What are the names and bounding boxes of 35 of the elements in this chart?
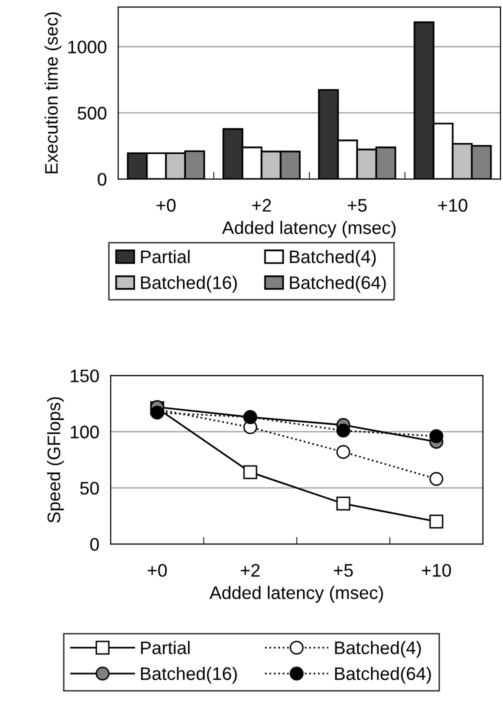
x-tick-label: +5 — [334, 564, 353, 577]
y-tick-label: 0 — [98, 172, 106, 186]
y-axis-title: Execution time (sec) — [44, 12, 62, 174]
point — [429, 514, 444, 529]
point — [429, 429, 444, 444]
legend-label: Batched(4) — [290, 250, 376, 267]
x-axis-title: Added latency (msec) — [222, 220, 396, 238]
legend-label: Batched(64) — [335, 666, 431, 684]
y-tick-label: 100 — [70, 426, 99, 438]
point — [336, 496, 350, 511]
y-tick-label: 500 — [78, 106, 106, 120]
x-axis-title: Added latency (msec) — [210, 586, 383, 603]
x-tick-label: +2 — [252, 198, 271, 212]
legend-label: Partial — [141, 640, 190, 654]
x-tick-label: +2 — [240, 564, 260, 577]
point — [336, 424, 350, 438]
x-tick-label: +0 — [156, 198, 176, 212]
y-tick-label: 1000 — [68, 40, 106, 54]
legend-label: Batched(4) — [335, 640, 421, 658]
point — [243, 465, 258, 480]
y-tick-label: 150 — [70, 370, 99, 382]
legend-label: Batched(16) — [141, 666, 237, 684]
point — [336, 445, 350, 459]
legend-label: Partial — [141, 250, 190, 264]
x-tick-label: +5 — [348, 199, 367, 212]
point — [429, 472, 444, 486]
x-tick-label: +10 — [422, 564, 451, 577]
legend-label: Batched(16) — [141, 276, 237, 293]
point — [150, 406, 164, 420]
x-tick-label: +10 — [438, 198, 468, 212]
y-tick-label: 50 — [80, 482, 99, 495]
y-axis-title: Speed (GFlops) — [47, 397, 64, 523]
legend-label: Batched(64) — [290, 276, 386, 293]
y-tick-label: 0 — [90, 538, 99, 551]
x-tick-label: +0 — [148, 564, 167, 577]
